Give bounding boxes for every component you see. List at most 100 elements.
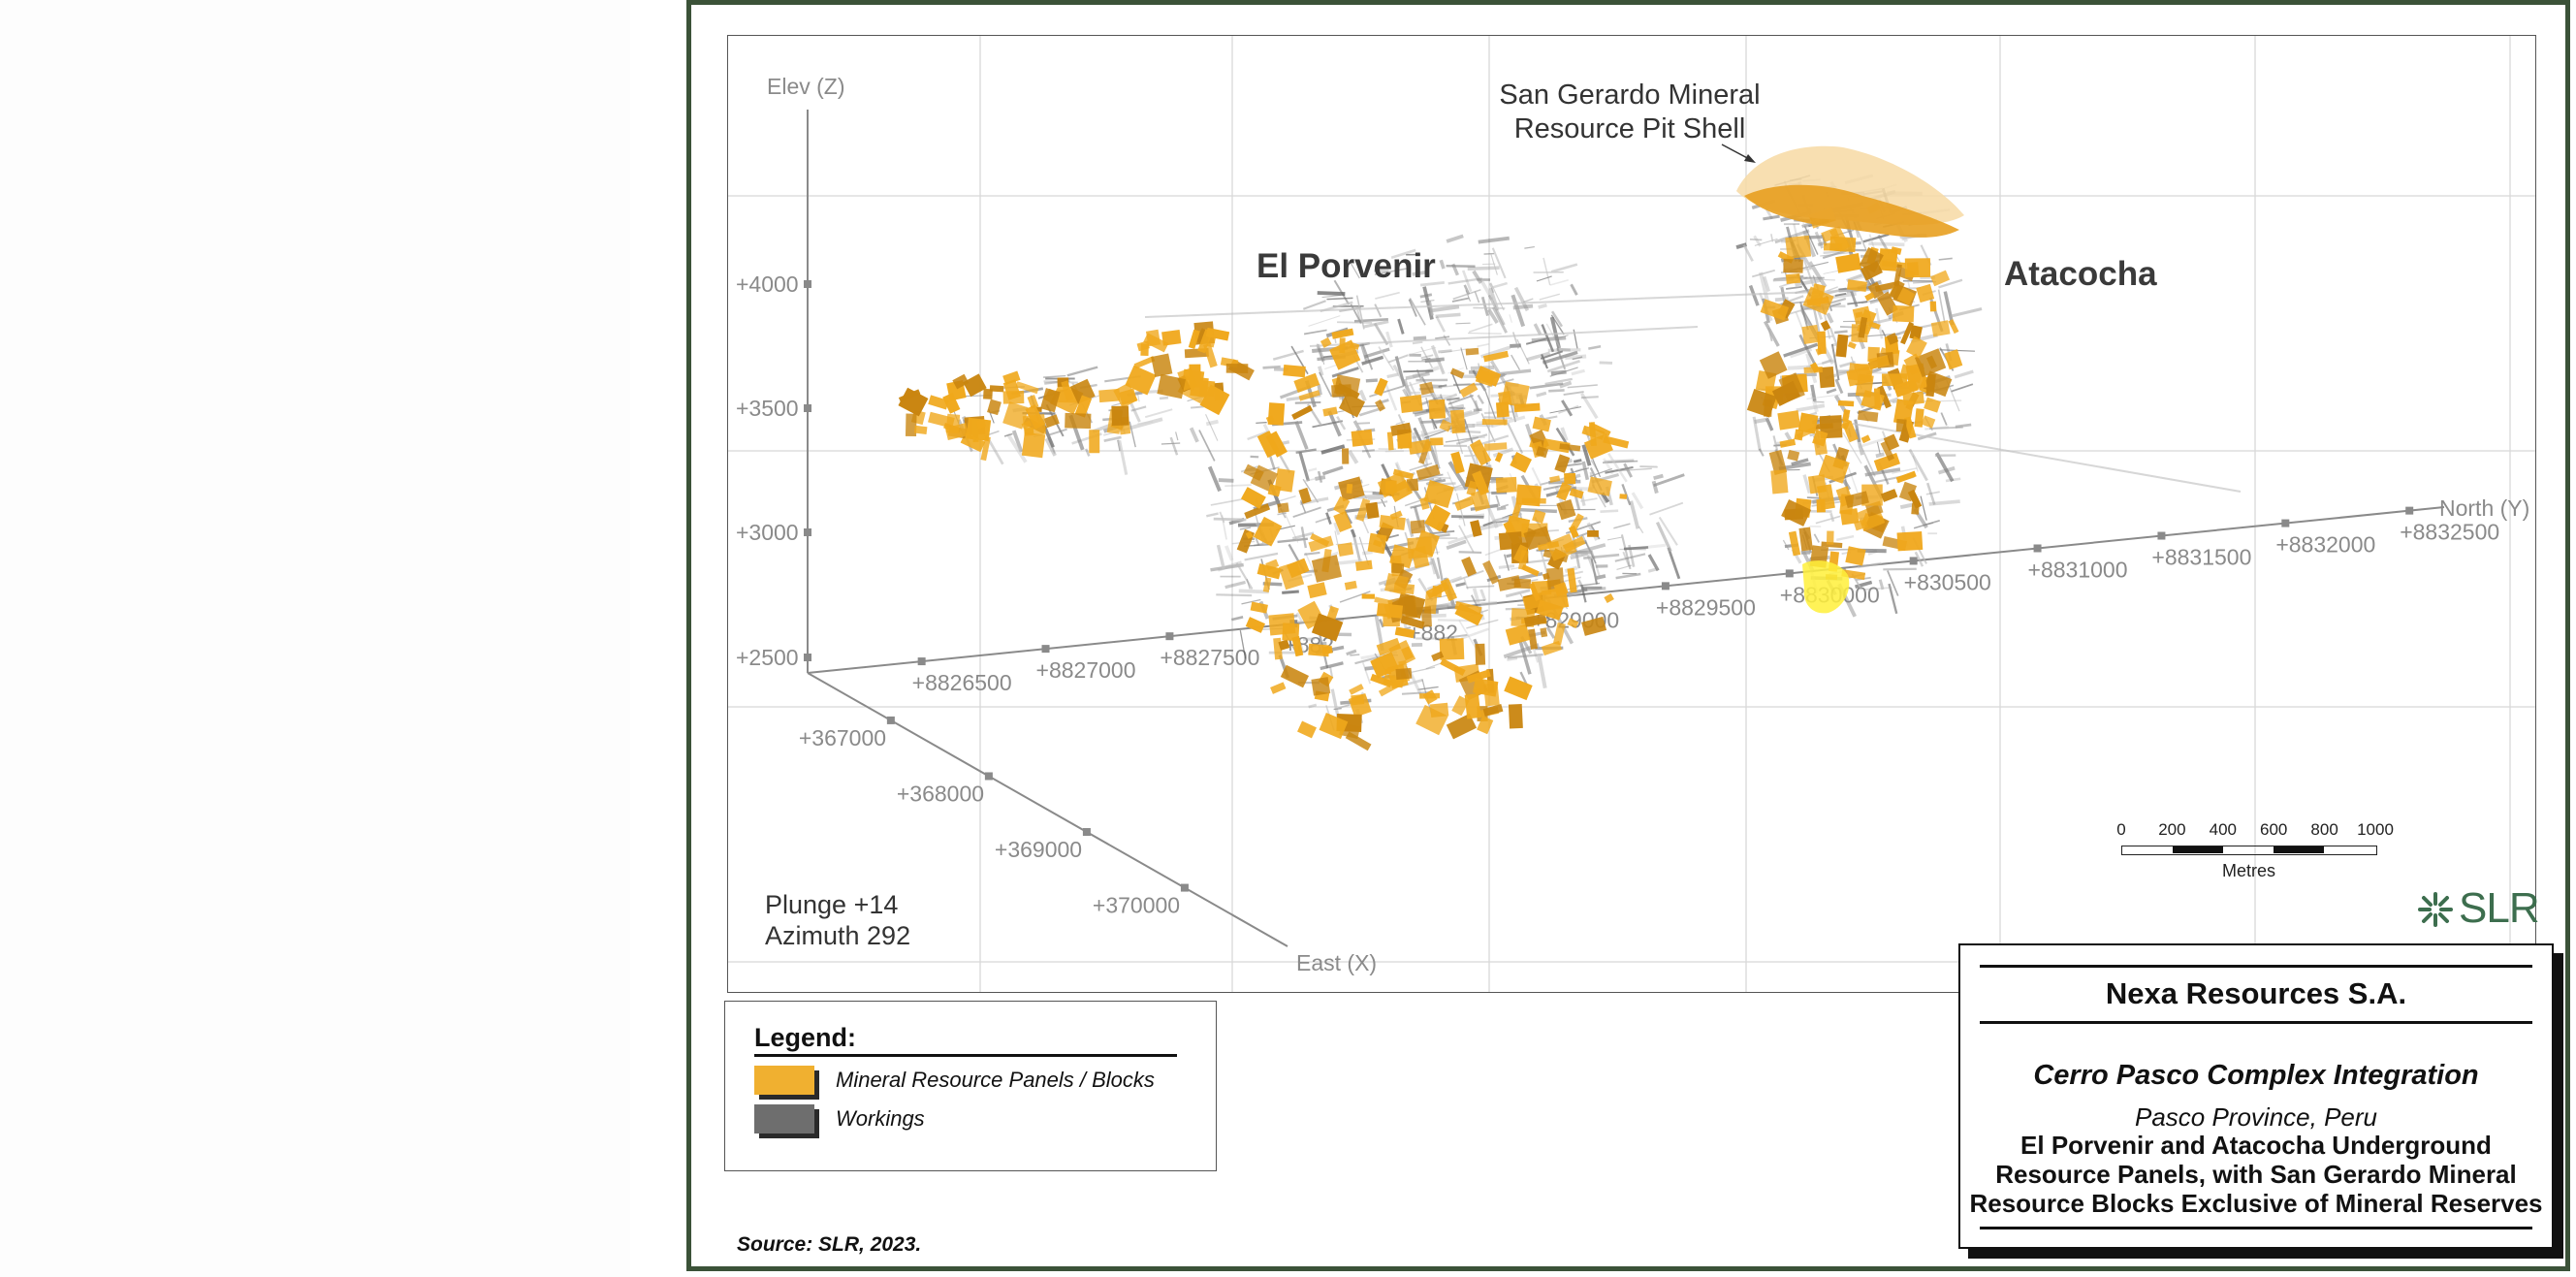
working-segment <box>1752 416 1762 451</box>
resource-panel <box>1424 504 1451 532</box>
working-segment <box>1581 444 1592 466</box>
resource-panel <box>1583 432 1613 460</box>
legend-rule <box>754 1054 1177 1057</box>
resource-panel <box>1377 471 1409 498</box>
resource-panel <box>1291 636 1304 657</box>
resource-panel <box>1604 593 1614 604</box>
working-segment <box>1417 417 1428 436</box>
working-segment <box>1507 422 1524 454</box>
resource-panel <box>1392 468 1415 480</box>
north-ticks: +8826500+8827000+8827500+882+882+829000+… <box>912 506 2499 695</box>
resource-panel <box>1532 416 1551 432</box>
working-segment <box>1823 250 1840 255</box>
resource-panel <box>1829 236 1857 253</box>
elevation-axis-label: Elev (Z) <box>767 74 845 99</box>
working-segment <box>1447 277 1482 285</box>
resource-panel <box>1900 321 1915 345</box>
working-segment <box>1513 286 1530 312</box>
resource-panel <box>1089 430 1100 454</box>
legend-title: Legend: <box>754 1023 856 1052</box>
working-segment <box>1348 450 1359 464</box>
working-segment <box>1361 550 1373 556</box>
resource-panel <box>1925 355 1938 369</box>
resource-panel <box>1431 651 1445 662</box>
working-segment <box>1453 383 1482 386</box>
working-segment <box>1333 522 1341 535</box>
title-rule-mid <box>1980 1021 2532 1024</box>
working-segment <box>1559 380 1573 389</box>
resource-panel <box>1814 423 1833 430</box>
resource-panel <box>1521 497 1546 504</box>
resource-panel <box>1470 520 1482 537</box>
working-segment <box>1875 452 1885 459</box>
working-segment <box>1458 620 1478 651</box>
working-segment <box>1509 314 1512 323</box>
working-segment <box>1435 315 1447 333</box>
resource-panel <box>1788 530 1801 557</box>
resource-panel <box>1559 443 1581 452</box>
working-segment <box>1614 553 1646 562</box>
working-segment <box>1572 356 1583 361</box>
resource-panel <box>1925 373 1936 398</box>
working-segment <box>1606 536 1622 541</box>
working-segment <box>1300 527 1308 549</box>
working-segment <box>1339 591 1371 603</box>
working-segment <box>1541 324 1555 353</box>
working-segment <box>1277 537 1309 544</box>
working-segment <box>1118 439 1129 475</box>
resource-panel <box>1043 414 1060 429</box>
working-segment <box>1799 301 1809 331</box>
resource-panel <box>1893 264 1902 287</box>
working-segment <box>1446 539 1467 551</box>
working-segment <box>1447 394 1474 405</box>
working-segment <box>1367 496 1384 500</box>
resource-panel <box>1826 530 1834 545</box>
title-rule-bottom <box>1980 1227 2532 1229</box>
working-segment <box>1454 598 1485 603</box>
working-segment <box>1604 459 1635 463</box>
resource-panel <box>1151 353 1173 377</box>
working-segment <box>1492 447 1514 458</box>
working-segment <box>1830 343 1840 381</box>
resource-panel <box>1880 440 1895 462</box>
resource-panel <box>1787 449 1800 462</box>
working-segment <box>1428 301 1434 316</box>
resource-panel <box>1483 442 1508 451</box>
resource-panel <box>1840 418 1851 431</box>
resource-panel <box>1387 479 1414 503</box>
working-segment <box>1536 391 1547 398</box>
resource-panel <box>1365 501 1380 520</box>
working-segment <box>1294 400 1321 404</box>
working-segment <box>1489 283 1495 294</box>
resource-panel <box>1924 397 1941 413</box>
resource-panel <box>1816 498 1826 513</box>
resource-panel <box>1384 572 1410 595</box>
resource-panel <box>1768 449 1788 475</box>
drift-line <box>1309 326 1699 347</box>
working-segment <box>1753 235 1762 247</box>
resource-panel <box>1345 731 1372 751</box>
working-segment <box>1538 303 1547 309</box>
resource-panel <box>1820 320 1831 332</box>
east-tick-label: +369000 <box>995 837 1082 862</box>
north-tick-label: +8826500 <box>912 670 1012 695</box>
resource-panel <box>1495 401 1510 418</box>
resource-panel <box>1835 334 1849 358</box>
resource-panel <box>928 395 949 410</box>
resource-panel <box>1513 578 1531 590</box>
working-segment <box>1190 405 1204 409</box>
resource-panel <box>1307 582 1327 599</box>
working-segment <box>1658 516 1678 546</box>
resource-panel <box>1322 406 1338 417</box>
resource-panel <box>1349 684 1364 695</box>
resource-panel <box>1794 429 1804 441</box>
resource-panel <box>1842 408 1851 423</box>
resource-panel <box>1764 399 1773 417</box>
resource-panel <box>1270 682 1287 694</box>
resource-panel <box>1157 373 1186 399</box>
resource-panel <box>1376 637 1402 656</box>
resource-swatch <box>754 1066 814 1095</box>
working-segment <box>1433 445 1440 468</box>
working-segment <box>1620 534 1632 570</box>
working-segment <box>1826 388 1837 395</box>
